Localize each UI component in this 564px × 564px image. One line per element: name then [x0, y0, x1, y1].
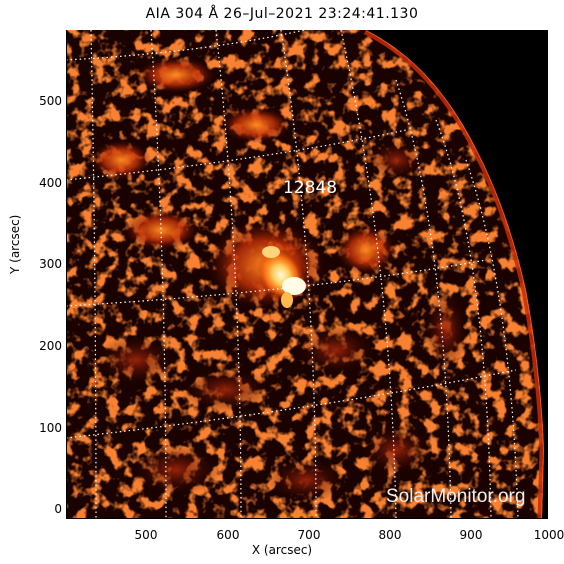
y-axis-line	[66, 30, 67, 519]
y-axis-label: Y (arcsec)	[8, 214, 22, 274]
x-tick-label: 600	[216, 528, 240, 542]
solar-image-panel	[66, 30, 548, 518]
x-axis-label: X (arcsec)	[251, 543, 313, 557]
y-tick-label: 0	[54, 502, 62, 516]
x-axis-line	[66, 518, 548, 519]
y-tick-label: 500	[39, 94, 62, 108]
y-tick-label: 100	[39, 421, 62, 435]
y-tick-label: 400	[39, 176, 62, 190]
x-tick-label: 1000	[533, 528, 564, 542]
x-tick-label: 900	[459, 528, 483, 542]
y-tick-label: 300	[39, 257, 62, 271]
watermark: SolarMonitor.org	[386, 486, 526, 507]
active-region-label: 12848	[283, 178, 338, 198]
x-tick-label: 700	[297, 528, 321, 542]
y-tick-label: 200	[39, 339, 62, 353]
coordinate-grid	[66, 30, 519, 518]
x-tick-label: 800	[378, 528, 402, 542]
image-title: AIA 304 Å 26–Jul–2021 23:24:41.130	[145, 6, 419, 22]
sun-304-image	[66, 30, 544, 518]
x-tick-label: 500	[134, 528, 158, 542]
